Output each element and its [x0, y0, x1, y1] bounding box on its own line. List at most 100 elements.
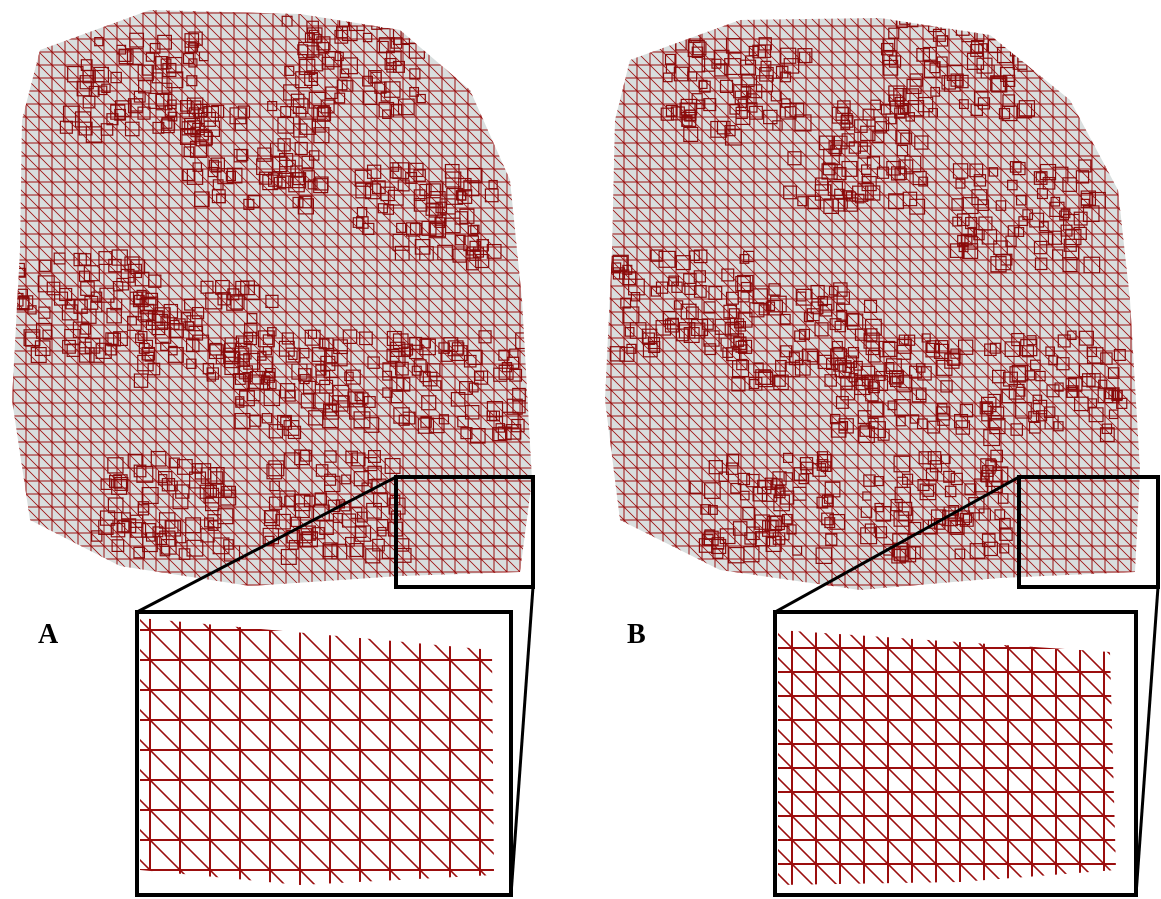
- mesh-cell: [409, 86, 420, 97]
- mesh-cell: [981, 229, 998, 245]
- mesh-cell: [371, 478, 387, 494]
- mesh-cell: [866, 156, 881, 170]
- mesh-cell: [226, 294, 243, 311]
- mesh-cell: [985, 469, 1003, 487]
- mesh-cell: [917, 366, 932, 381]
- mesh-cell: [134, 271, 150, 287]
- mesh-cell: [731, 377, 746, 392]
- mesh-cell: [99, 287, 115, 303]
- mesh-cell: [655, 281, 669, 294]
- mesh-cell: [907, 100, 925, 117]
- mesh-cell: [143, 339, 154, 350]
- mesh-cell: [865, 341, 880, 356]
- mesh-cell: [215, 279, 230, 295]
- mesh-cell: [872, 130, 885, 143]
- mesh-cell: [342, 329, 358, 344]
- mesh-cell: [396, 222, 407, 233]
- mesh-cell: [392, 333, 409, 350]
- mesh-cell: [234, 118, 248, 131]
- mesh-cell: [457, 189, 473, 204]
- mesh-cell: [1053, 421, 1064, 432]
- mesh-cell: [284, 390, 296, 402]
- mesh-cell: [53, 252, 66, 265]
- mesh-cell: [333, 339, 348, 355]
- inset-b: [773, 610, 1138, 897]
- mesh-cell: [425, 183, 441, 199]
- mesh-cell: [898, 334, 909, 345]
- mesh-cell: [394, 245, 410, 261]
- mesh-cell: [703, 301, 716, 314]
- mesh-cell: [464, 405, 480, 420]
- mesh-cell: [888, 85, 905, 102]
- mesh-cell: [157, 34, 172, 50]
- mesh-cell: [852, 185, 869, 202]
- mesh-cell: [1104, 388, 1116, 400]
- mesh-cell: [314, 176, 329, 191]
- mesh-cell: [341, 513, 357, 528]
- mesh-cell: [987, 393, 1001, 408]
- mesh-cell: [425, 202, 439, 216]
- mesh-cell: [929, 62, 941, 74]
- mesh-cell: [737, 312, 753, 328]
- mesh-cell: [409, 344, 424, 360]
- mesh-cell: [266, 463, 283, 480]
- mesh-cell: [863, 474, 876, 487]
- mesh-cell: [1108, 409, 1119, 420]
- mesh-cell: [384, 457, 401, 474]
- mesh-cell: [120, 268, 135, 283]
- mesh-cell: [459, 208, 475, 224]
- mesh-cell: [509, 368, 523, 382]
- mesh-cell: [885, 358, 902, 375]
- mesh-cell: [896, 144, 909, 157]
- mesh-cell: [835, 395, 849, 409]
- mesh-cell: [89, 347, 105, 363]
- mesh-cell: [207, 514, 222, 529]
- mesh-cell: [773, 374, 789, 391]
- mesh-cell: [341, 474, 351, 485]
- mesh-cell: [693, 285, 707, 298]
- mesh-cell: [324, 450, 337, 463]
- mesh-cell: [1051, 249, 1064, 261]
- mesh-cell: [864, 328, 878, 342]
- mesh-cell: [288, 539, 299, 550]
- mesh-cell: [406, 222, 421, 237]
- mesh-cell: [64, 328, 81, 346]
- mesh-cell: [773, 494, 790, 512]
- mesh-cell: [493, 367, 508, 382]
- mesh-cell: [82, 69, 96, 84]
- mesh-cell: [626, 343, 637, 354]
- mesh-cell: [505, 424, 522, 440]
- mesh-cell: [957, 339, 974, 355]
- mesh-cell: [980, 458, 996, 474]
- mesh-cell: [365, 183, 381, 200]
- mesh-cell: [164, 104, 177, 117]
- mesh-cell: [413, 169, 426, 182]
- mesh-cell: [268, 496, 283, 510]
- mesh-cell: [419, 246, 434, 261]
- mesh-cell: [628, 278, 645, 296]
- mesh-cell: [765, 301, 776, 311]
- mesh-cell: [426, 363, 441, 377]
- mesh-cell: [297, 198, 315, 215]
- mesh-cell: [940, 380, 953, 393]
- mesh-cell: [624, 326, 635, 337]
- mesh-cell: [351, 452, 366, 467]
- mesh-cell: [855, 377, 869, 391]
- mesh-cell: [61, 304, 78, 321]
- mesh-cell: [752, 44, 767, 59]
- mesh-cell: [315, 464, 329, 477]
- mesh-cell: [978, 43, 988, 53]
- mesh-cell: [981, 396, 997, 413]
- mesh-cell: [199, 131, 213, 146]
- mesh-cell: [725, 291, 739, 305]
- mesh-cell: [437, 244, 453, 261]
- mesh-cell: [144, 351, 155, 362]
- mesh-cell: [179, 100, 192, 112]
- mesh-cell: [1080, 198, 1090, 209]
- mesh-cell: [983, 541, 998, 557]
- mesh-cell: [366, 164, 382, 179]
- mesh-cell: [757, 371, 774, 388]
- mesh-cell: [307, 45, 320, 58]
- mesh-cell: [133, 294, 145, 306]
- mesh-cell: [261, 375, 271, 385]
